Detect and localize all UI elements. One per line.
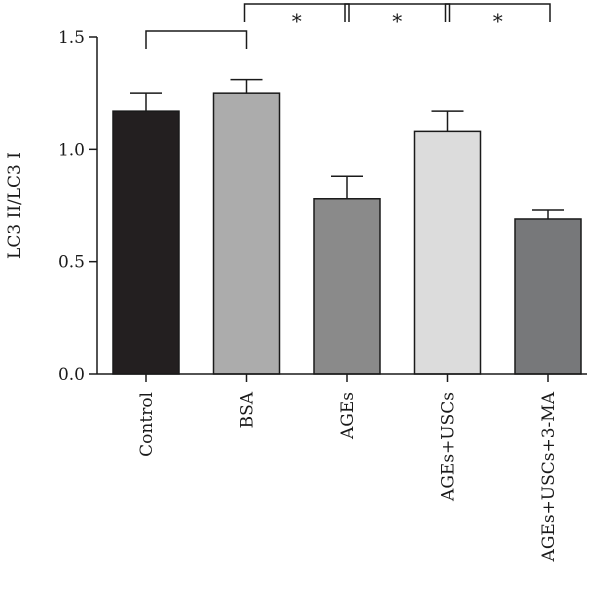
y-ticks: 0.0 0.5 1.0 1.5 [58, 28, 97, 385]
x-tick-label-ages-plus-uscs-plus-3-ma: AGEs+USCs+3-MA [539, 391, 559, 562]
bar-bsa [212, 92, 281, 375]
y-tick-label: 1.0 [58, 140, 85, 160]
bar-control [112, 110, 180, 375]
significance-star: * [493, 9, 503, 33]
x-tick-label-ages: AGEs [338, 392, 358, 440]
significance-bracket [344, 3, 451, 22]
y-tick-label: 0.0 [58, 365, 85, 385]
x-tick-label-bsa: BSA [238, 391, 258, 428]
significance-star: * [292, 9, 302, 33]
y-axis-title: LC3 II/LC3 I [5, 152, 25, 259]
significance-bracket [145, 30, 248, 49]
axes [96, 37, 587, 375]
bars [112, 92, 582, 375]
significance-brackets: * * * [145, 3, 551, 49]
x-tick-label-ages-plus-uscs: AGEs+USCs [439, 392, 459, 502]
bar-ages-plus-uscs [413, 130, 482, 375]
y-tick-label: 1.5 [58, 28, 85, 48]
significance-bracket [444, 3, 551, 22]
error-bars [130, 78, 564, 219]
x-tick-labels: Control BSA AGEs AGEs+USCs AGEs+USCs+3-MA [137, 374, 559, 562]
x-tick-label-control: Control [137, 392, 157, 457]
significance-bracket [243, 3, 350, 22]
y-tick-label: 0.5 [58, 253, 85, 273]
bar-ages-plus-uscs-plus-3-ma [514, 218, 582, 375]
bar-ages [313, 198, 381, 375]
significance-star: * [392, 9, 402, 33]
